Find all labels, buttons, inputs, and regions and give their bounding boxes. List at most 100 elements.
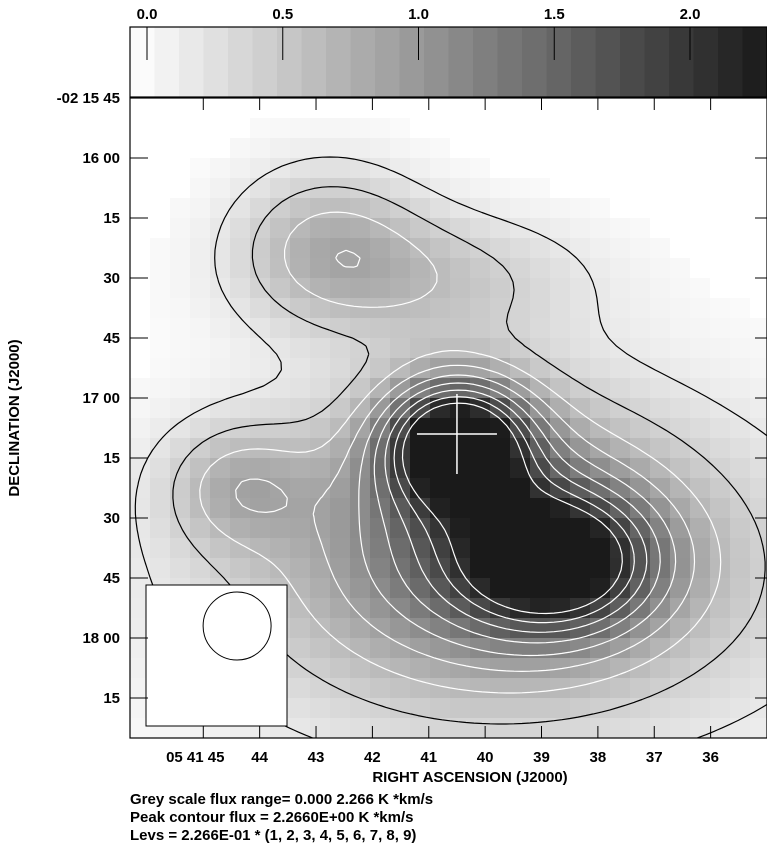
image-pixel: [310, 218, 330, 238]
contour-lines: [134, 156, 767, 739]
image-pixel: [330, 538, 350, 558]
image-pixel: [130, 638, 150, 658]
image-pixel: [430, 178, 450, 198]
image-pixel: [630, 598, 650, 618]
image-pixel: [690, 638, 710, 658]
image-pixel: [530, 198, 550, 218]
image-pixel: [290, 538, 310, 558]
image-pixel: [550, 378, 570, 398]
image-pixel: [410, 218, 430, 238]
image-pixel: [290, 158, 310, 178]
image-pixel: [250, 178, 270, 198]
colorbar-step: [448, 27, 474, 97]
image-pixel: [310, 618, 330, 638]
image-pixel: [410, 618, 430, 638]
colorbar-tick-label: 0.5: [272, 6, 293, 23]
image-pixel: [170, 218, 190, 238]
image-pixel: [650, 298, 670, 318]
image-pixel: [190, 558, 210, 578]
image-pixel: [130, 658, 150, 678]
image-pixel: [250, 538, 270, 558]
image-pixel: [330, 278, 350, 298]
image-pixel: [250, 238, 270, 258]
image-pixel: [610, 458, 630, 478]
image-pixel: [310, 458, 330, 478]
image-pixel: [150, 518, 170, 538]
image-pixel: [590, 558, 610, 578]
image-pixel: [290, 678, 310, 698]
image-pixel: [550, 218, 570, 238]
image-pixel: [530, 378, 550, 398]
image-pixel: [730, 658, 750, 678]
image-pixel: [550, 298, 570, 318]
image-pixel: [330, 558, 350, 578]
image-pixel: [570, 198, 590, 218]
image-pixel: [450, 618, 470, 638]
colorbar-step: [228, 27, 253, 97]
image-pixel: [250, 318, 270, 338]
image-pixel: [270, 378, 290, 398]
image-pixel: [470, 178, 490, 198]
image-pixel: [270, 158, 290, 178]
image-pixel: [710, 578, 730, 598]
image-pixel: [370, 118, 390, 138]
image-pixel: [390, 618, 410, 638]
image-pixel: [290, 118, 310, 138]
image-pixel: [330, 298, 350, 318]
image-pixel: [590, 358, 610, 378]
image-pixel: [510, 558, 530, 578]
image-pixel: [230, 238, 250, 258]
image-pixel: [490, 238, 510, 258]
image-pixel: [370, 618, 390, 638]
image-pixel: [490, 538, 510, 558]
image-pixel: [650, 718, 670, 738]
image-pixel: [470, 298, 490, 318]
image-pixel: [490, 458, 510, 478]
image-pixel: [550, 498, 570, 518]
image-pixel: [530, 458, 550, 478]
image-pixel: [270, 498, 290, 518]
image-pixel: [250, 518, 270, 538]
image-pixel: [630, 298, 650, 318]
image-pixel: [330, 158, 350, 178]
image-pixel: [590, 598, 610, 618]
colorbar: [129, 26, 767, 98]
image-pixel: [430, 378, 450, 398]
image-pixel: [170, 438, 190, 458]
image-pixel: [150, 538, 170, 558]
image-pixel: [230, 258, 250, 278]
image-pixel: [490, 378, 510, 398]
contour-level-7: [384, 389, 648, 633]
image-pixel: [430, 298, 450, 318]
image-pixel: [410, 658, 430, 678]
image-pixel: [390, 318, 410, 338]
image-pixel: [170, 378, 190, 398]
image-pixel: [350, 578, 370, 598]
image-pixel: [330, 138, 350, 158]
image-pixel: [130, 418, 150, 438]
image-pixel: [530, 498, 550, 518]
image-pixel: [710, 638, 730, 658]
image-pixel: [750, 598, 767, 618]
image-pixel: [290, 238, 310, 258]
image-pixel: [350, 318, 370, 338]
image-pixel: [290, 178, 310, 198]
image-pixel: [670, 638, 690, 658]
image-pixel: [710, 718, 730, 738]
colorbar-step: [644, 27, 670, 97]
image-pixel: [170, 338, 190, 358]
image-pixel: [550, 278, 570, 298]
image-pixel: [270, 358, 290, 378]
image-pixel: [450, 678, 470, 698]
image-pixel: [510, 538, 530, 558]
image-pixel: [310, 358, 330, 378]
image-pixel: [430, 618, 450, 638]
image-pixel: [350, 258, 370, 278]
image-pixel: [410, 138, 430, 158]
image-pixel: [270, 518, 290, 538]
image-pixel: [390, 538, 410, 558]
image-pixel: [430, 678, 450, 698]
image-pixel: [530, 558, 550, 578]
image-pixel: [290, 358, 310, 378]
image-pixel: [150, 258, 170, 278]
